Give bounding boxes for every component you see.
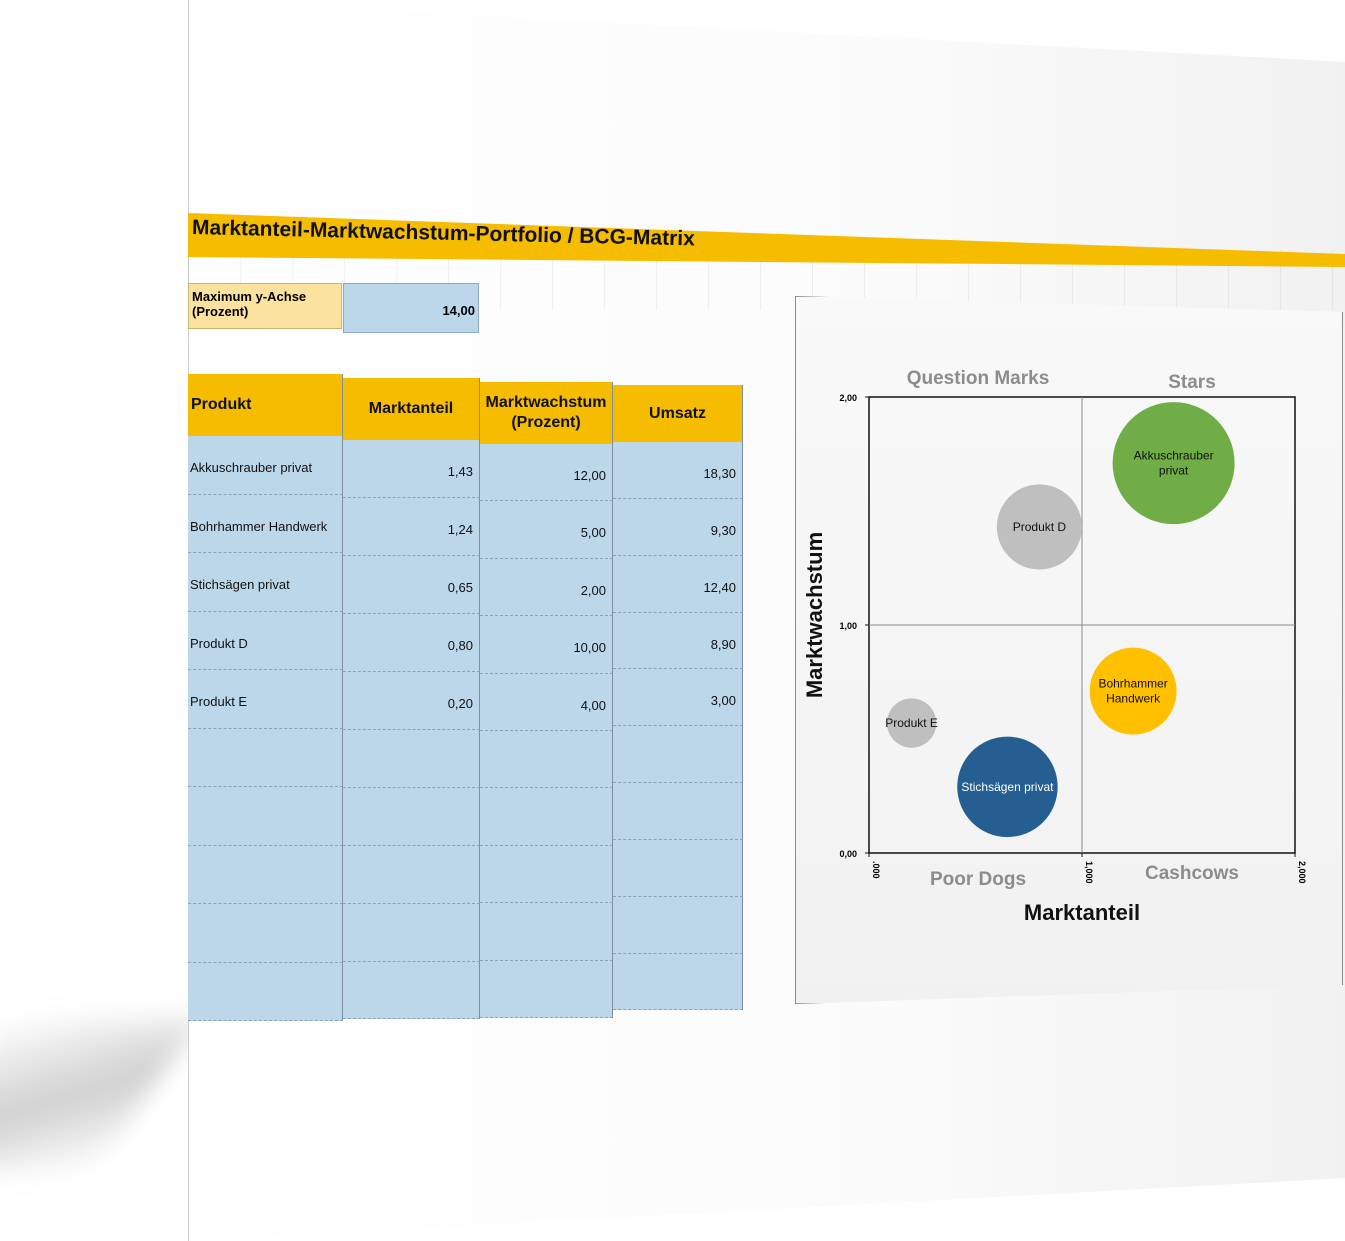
max-y-label-line2: (Prozent): [192, 304, 249, 319]
bubble[interactable]: [996, 484, 1082, 570]
bubble-label: Produkt D: [1013, 520, 1067, 534]
empty-cell[interactable]: [613, 839, 743, 897]
empty-cell[interactable]: [188, 904, 343, 963]
cell-marktanteil[interactable]: 0,65: [343, 555, 480, 614]
quadrant-label-stars: Stars: [1168, 372, 1216, 393]
empty-cell[interactable]: [343, 903, 480, 962]
cell-produkt[interactable]: Produkt E: [188, 670, 343, 729]
empty-cell[interactable]: [613, 726, 743, 784]
cell-wachstum[interactable]: 4,00: [480, 673, 613, 731]
bubble-label: privat: [1159, 464, 1189, 478]
y-tick-label: 1,00: [839, 621, 857, 631]
cell-produkt[interactable]: Stichsägen privat: [188, 553, 343, 612]
empty-cell[interactable]: [343, 845, 480, 904]
header-marktwachstum-line2: (Prozent): [511, 414, 581, 431]
cell-marktanteil[interactable]: 1,43: [343, 440, 480, 498]
cell-wachstum[interactable]: 5,00: [480, 501, 613, 559]
y-tick-label: 2,00: [839, 393, 857, 403]
empty-cell[interactable]: [480, 903, 613, 961]
bubble-label: Produkt E: [885, 716, 938, 730]
y-axis-label: Marktwachstum: [802, 532, 827, 698]
header-marktanteil: Marktanteil: [343, 378, 480, 440]
cell-marktanteil[interactable]: 1,24: [343, 497, 480, 556]
cell-wachstum[interactable]: 12,00: [480, 444, 613, 502]
empty-cell[interactable]: [188, 787, 343, 846]
cell-umsatz[interactable]: 8,90: [613, 612, 743, 670]
x-tick-label: .000: [871, 861, 881, 879]
cell-umsatz[interactable]: 3,00: [613, 669, 743, 727]
empty-cell[interactable]: [613, 896, 743, 954]
cell-umsatz[interactable]: 9,30: [613, 498, 743, 556]
empty-cell[interactable]: [343, 961, 480, 1020]
empty-cell[interactable]: [613, 783, 743, 840]
y-tick-label: 0,00: [839, 849, 857, 859]
cell-produkt[interactable]: Produkt D: [188, 611, 343, 670]
cell-marktanteil[interactable]: 0,80: [343, 613, 480, 672]
bubble-label: Stichsägen privat: [961, 780, 1054, 794]
max-y-value-cell[interactable]: 14,00: [343, 283, 479, 333]
bubble-label: Handwerk: [1106, 692, 1161, 706]
empty-cell[interactable]: [480, 845, 613, 904]
empty-cell[interactable]: [343, 729, 480, 788]
bubble[interactable]: [886, 698, 937, 748]
empty-cell[interactable]: [343, 787, 480, 846]
cell-umsatz[interactable]: 12,40: [613, 555, 743, 613]
empty-cell[interactable]: [480, 960, 613, 1018]
empty-cell[interactable]: [188, 728, 343, 787]
empty-cell[interactable]: [188, 845, 343, 904]
empty-cell[interactable]: [613, 953, 743, 1011]
bubble[interactable]: [957, 736, 1058, 838]
quadrant-label-poor-dogs: Poor Dogs: [930, 869, 1026, 890]
quadrant-label-cashcows: Cashcows: [1145, 863, 1239, 884]
max-y-label-line1: Maximum y-Achse: [192, 289, 307, 304]
header-umsatz: Umsatz: [613, 385, 743, 442]
quadrant-label-question-marks: Question Marks: [907, 368, 1050, 389]
header-produkt: Produkt: [188, 374, 343, 436]
chart-frame: [795, 296, 1343, 1004]
bubble[interactable]: [1112, 402, 1235, 525]
cell-wachstum[interactable]: 2,00: [480, 558, 613, 617]
cell-produkt[interactable]: Akkuschrauber privat: [188, 436, 343, 495]
max-y-label: Maximum y-Achse (Prozent): [188, 283, 342, 329]
cell-umsatz[interactable]: 18,30: [613, 442, 743, 499]
x-axis-label: Marktanteil: [1024, 900, 1140, 925]
x-tick-label: 1,000: [1084, 861, 1094, 884]
header-marktwachstum: Marktwachstum (Prozent): [480, 382, 613, 444]
bubble-label: Bohrhammer: [1098, 677, 1167, 691]
header-marktwachstum-line1: Marktwachstum: [485, 394, 607, 411]
empty-cell[interactable]: [188, 962, 343, 1021]
cell-wachstum[interactable]: 10,00: [480, 616, 613, 674]
empty-cell[interactable]: [480, 788, 613, 846]
cell-produkt[interactable]: Bohrhammer Handwerk: [188, 494, 343, 553]
bubble-label: Akkuschrauber: [1134, 449, 1214, 463]
x-tick-label: 2,000: [1297, 861, 1307, 884]
bubble[interactable]: [1089, 647, 1177, 735]
empty-cell[interactable]: [480, 731, 613, 789]
cell-marktanteil[interactable]: 0,20: [343, 671, 480, 730]
